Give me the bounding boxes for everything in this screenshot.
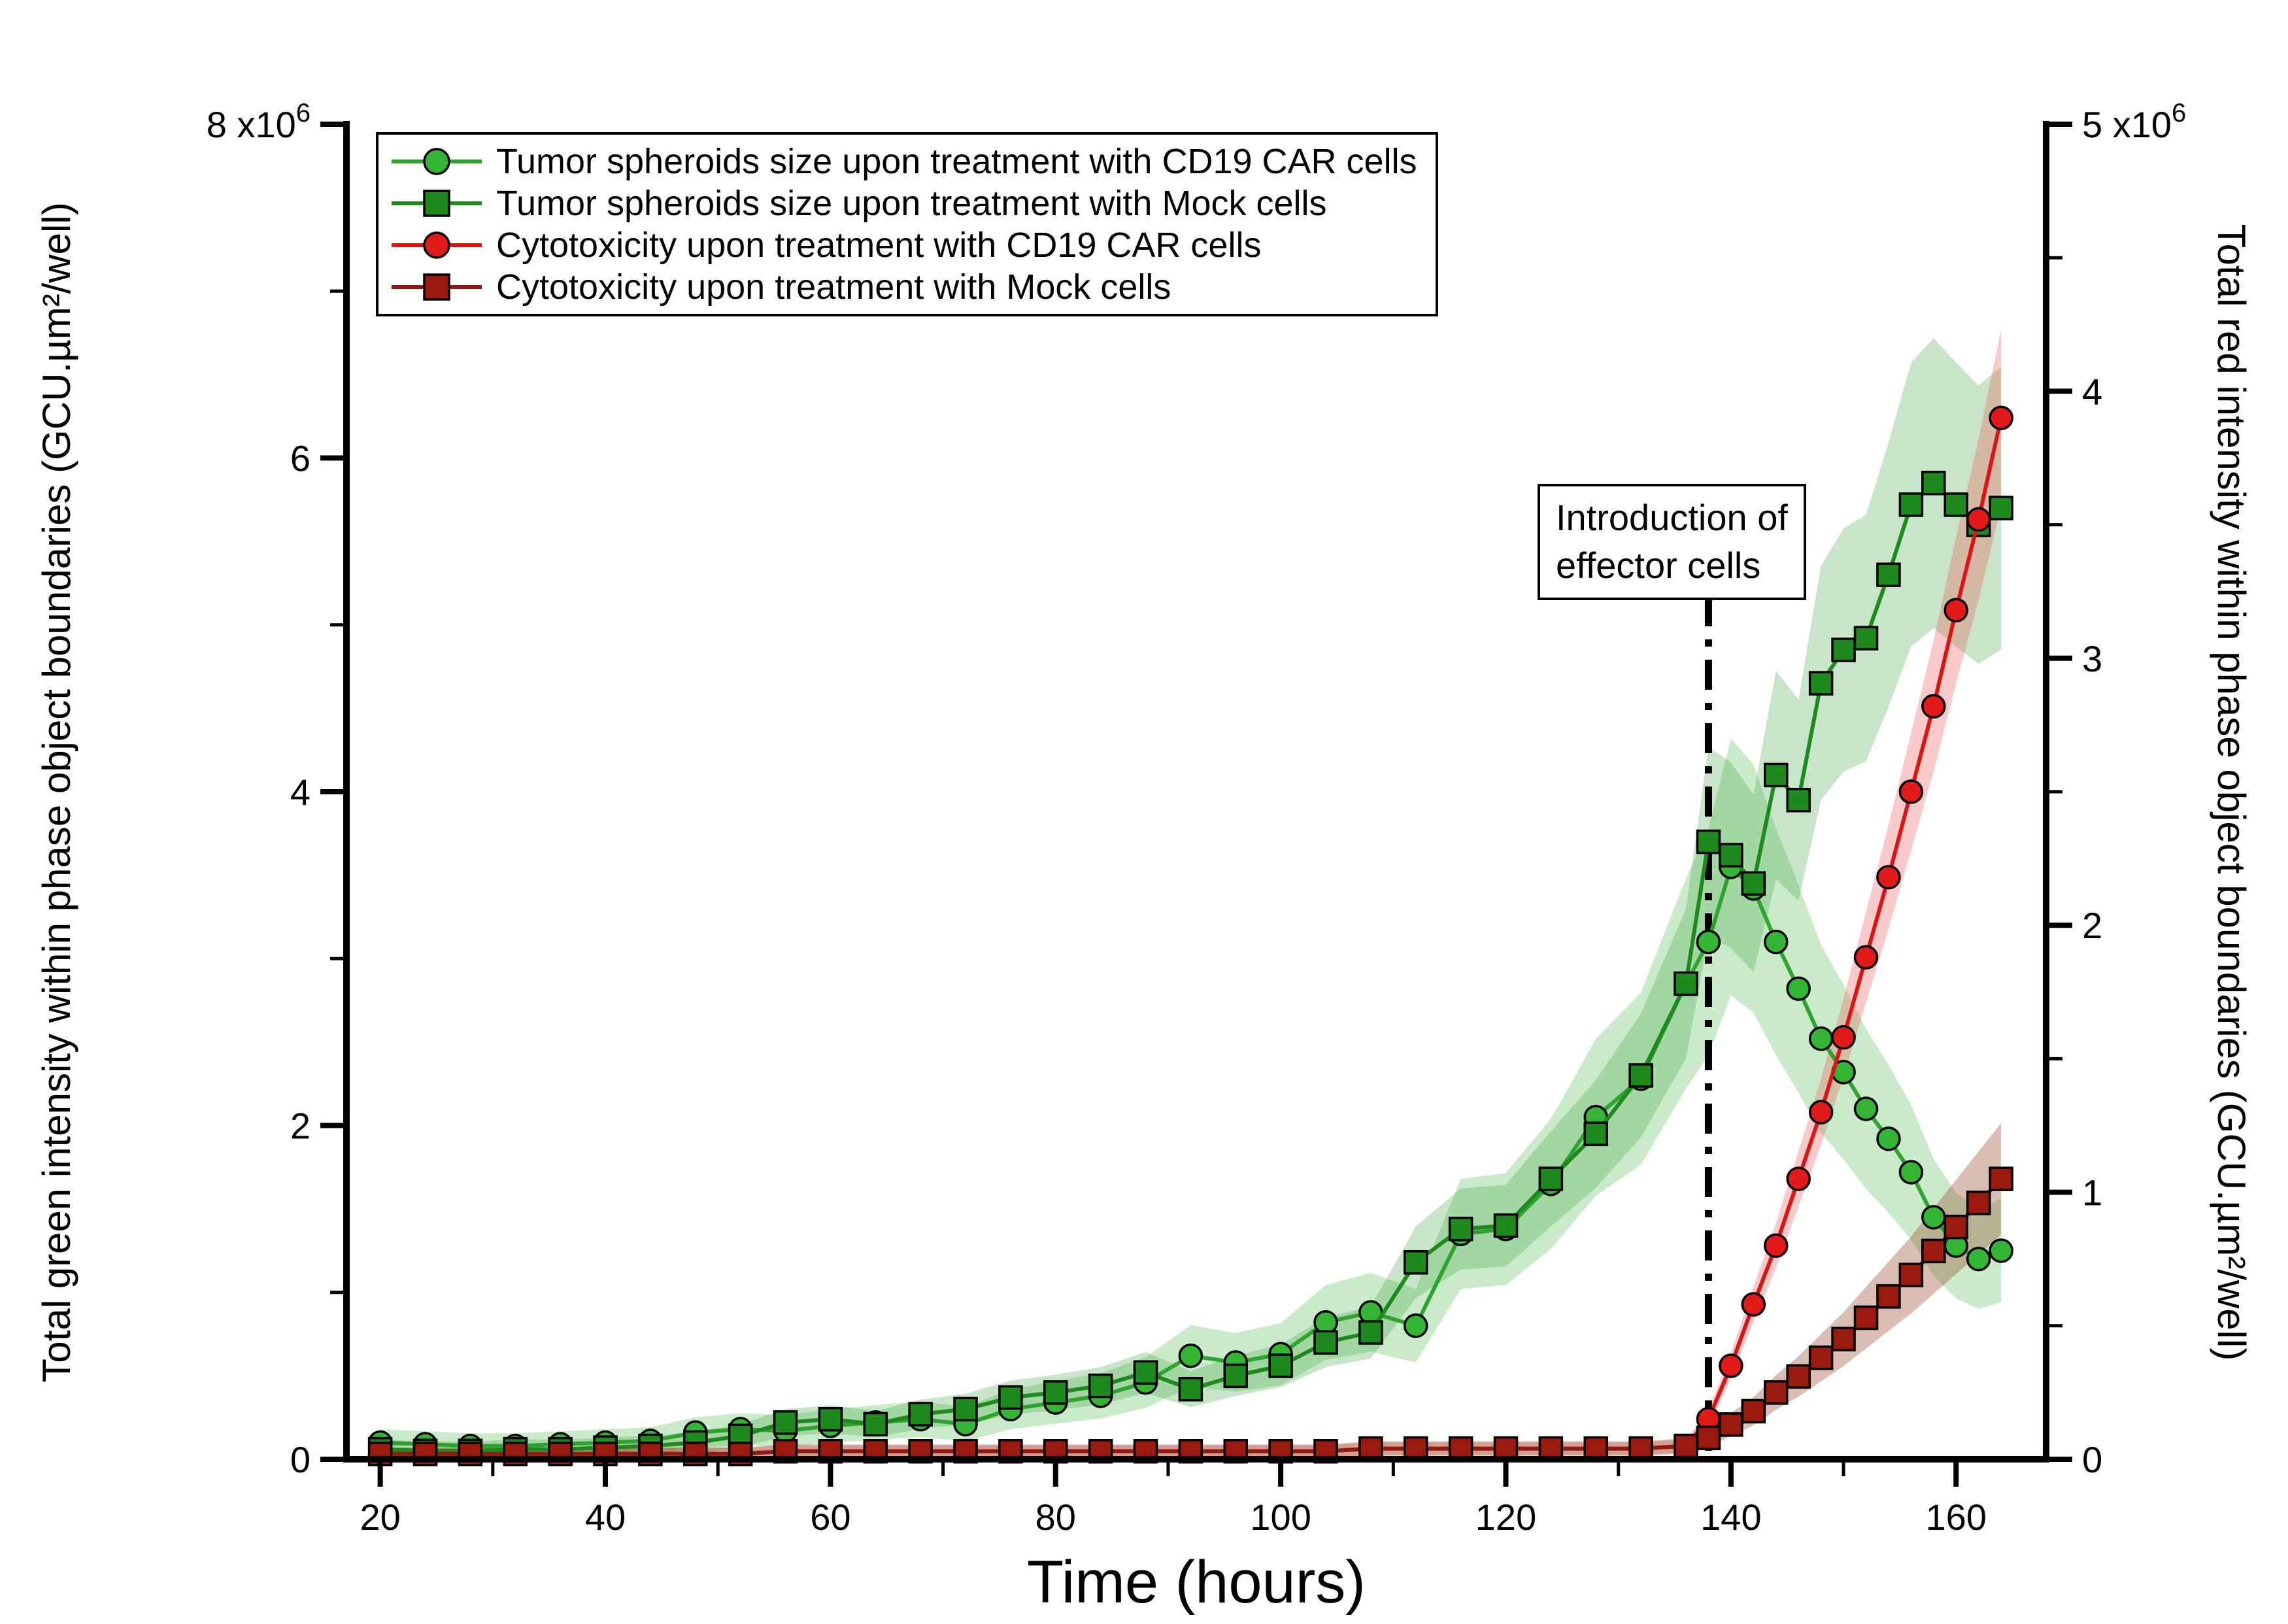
- svg-text:40: 40: [585, 1497, 626, 1538]
- svg-text:6: 6: [290, 438, 311, 479]
- svg-text:3: 3: [2082, 638, 2102, 679]
- legend-label-cytotox-mock: Cytotoxicity upon treatment with Mock ce…: [496, 267, 1171, 307]
- x-axis-title: Time (hours): [1027, 1549, 1366, 1616]
- svg-text:160: 160: [1926, 1497, 1987, 1538]
- svg-text:20: 20: [360, 1497, 401, 1538]
- svg-text:2: 2: [290, 1106, 311, 1147]
- svg-text:4: 4: [2082, 371, 2102, 412]
- svg-text:140: 140: [1700, 1497, 1761, 1538]
- svg-text:100: 100: [1250, 1497, 1311, 1538]
- legend-item-tumor-car: Tumor spheroids size upon treatment with…: [388, 141, 1417, 182]
- svg-text:120: 120: [1475, 1497, 1536, 1538]
- svg-text:0: 0: [290, 1439, 311, 1480]
- svg-text:4: 4: [290, 771, 311, 813]
- right-y-axis-title: Total red intensity within phase object …: [2210, 224, 2253, 1361]
- annotation-line1: Introduction of: [1556, 497, 1788, 538]
- svg-text:5 x106: 5 x106: [2082, 99, 2186, 145]
- svg-text:60: 60: [810, 1497, 850, 1538]
- legend-label-tumor-car: Tumor spheroids size upon treatment with…: [496, 142, 1417, 181]
- legend-label-tumor-mock: Tumor spheroids size upon treatment with…: [496, 184, 1327, 223]
- svg-text:1: 1: [2082, 1172, 2102, 1213]
- left-y-axis-title: Total green intensity within phase objec…: [35, 202, 78, 1383]
- svg-text:2: 2: [2082, 905, 2102, 946]
- legend: Tumor spheroids size upon treatment with…: [376, 132, 1438, 316]
- annotation-line2: effector cells: [1556, 544, 1761, 586]
- legend-item-tumor-mock: Tumor spheroids size upon treatment with…: [388, 183, 1417, 224]
- dark-red-square-marker-icon: [388, 268, 486, 306]
- svg-text:80: 80: [1035, 1497, 1076, 1538]
- legend-item-cytotox-car: Cytotoxicity upon treatment with CD19 CA…: [388, 225, 1417, 265]
- svg-text:8 x106: 8 x106: [207, 99, 311, 145]
- green-circle-marker-icon: [388, 143, 486, 180]
- legend-item-cytotox-mock: Cytotoxicity upon treatment with Mock ce…: [388, 267, 1417, 307]
- annotation-box: Introduction of effector cells: [1538, 484, 1806, 600]
- green-square-marker-icon: [388, 184, 486, 222]
- legend-label-cytotox-car: Cytotoxicity upon treatment with CD19 CA…: [496, 226, 1262, 265]
- red-circle-marker-icon: [388, 226, 486, 264]
- svg-text:0: 0: [2082, 1439, 2102, 1480]
